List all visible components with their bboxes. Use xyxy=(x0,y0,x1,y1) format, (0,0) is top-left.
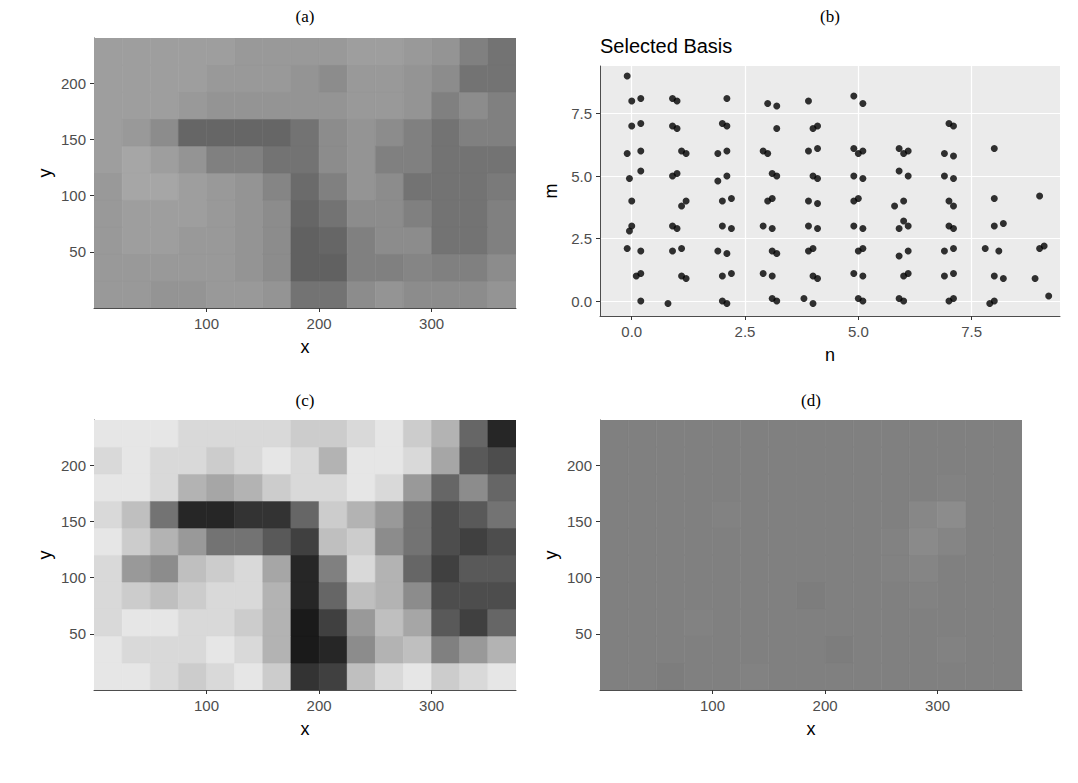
svg-text:7.5: 7.5 xyxy=(961,323,982,340)
svg-text:100: 100 xyxy=(700,697,725,714)
svg-text:50: 50 xyxy=(575,625,592,642)
svg-text:200: 200 xyxy=(307,697,332,714)
svg-text:m: m xyxy=(541,184,561,199)
svg-text:x: x xyxy=(301,337,310,357)
svg-text:150: 150 xyxy=(567,513,592,530)
svg-text:y: y xyxy=(35,551,55,560)
svg-text:200: 200 xyxy=(567,457,592,474)
svg-text:x: x xyxy=(807,719,816,739)
svg-text:7.5: 7.5 xyxy=(571,105,592,122)
svg-text:300: 300 xyxy=(925,697,950,714)
svg-text:(a): (a) xyxy=(296,7,315,26)
svg-text:50: 50 xyxy=(69,625,86,642)
svg-text:(b): (b) xyxy=(820,7,840,26)
svg-text:y: y xyxy=(35,169,55,178)
svg-text:100: 100 xyxy=(61,187,86,204)
svg-text:0.0: 0.0 xyxy=(571,293,592,310)
svg-text:x: x xyxy=(301,719,310,739)
svg-text:100: 100 xyxy=(194,697,219,714)
svg-text:100: 100 xyxy=(61,569,86,586)
svg-text:(d): (d) xyxy=(801,391,821,410)
svg-text:150: 150 xyxy=(61,513,86,530)
svg-text:5.0: 5.0 xyxy=(571,168,592,185)
svg-text:5.0: 5.0 xyxy=(848,323,869,340)
svg-text:300: 300 xyxy=(419,315,444,332)
svg-text:100: 100 xyxy=(567,569,592,586)
svg-text:300: 300 xyxy=(419,697,444,714)
svg-text:0.0: 0.0 xyxy=(621,323,642,340)
svg-text:100: 100 xyxy=(194,315,219,332)
svg-text:200: 200 xyxy=(61,457,86,474)
svg-text:(c): (c) xyxy=(296,391,315,410)
svg-text:50: 50 xyxy=(69,243,86,260)
svg-text:200: 200 xyxy=(307,315,332,332)
svg-text:n: n xyxy=(825,345,835,365)
svg-text:y: y xyxy=(541,551,561,560)
svg-text:Selected Basis: Selected Basis xyxy=(600,35,732,57)
svg-text:150: 150 xyxy=(61,131,86,148)
svg-text:200: 200 xyxy=(813,697,838,714)
svg-text:2.5: 2.5 xyxy=(735,323,756,340)
svg-text:2.5: 2.5 xyxy=(571,230,592,247)
svg-text:200: 200 xyxy=(61,75,86,92)
